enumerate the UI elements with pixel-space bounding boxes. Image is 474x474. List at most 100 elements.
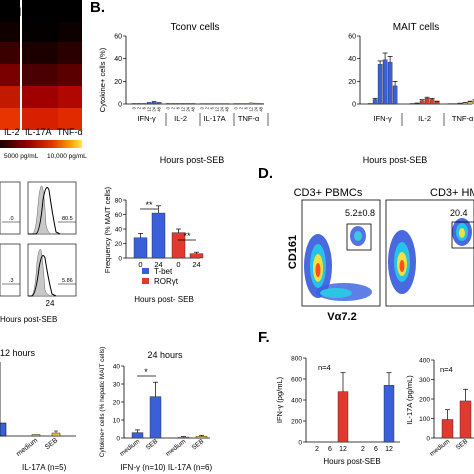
tconv-group-label: IL-2 (174, 114, 187, 123)
freq-x-tick-label: 0 (176, 260, 180, 269)
flow-density-left (304, 226, 372, 301)
ifn-bar (337, 391, 349, 443)
tconv-bar (214, 103, 220, 105)
flow-xlabel: Vα7.2 (327, 311, 356, 323)
hist-box-bl (0, 243, 21, 297)
e24-y-tick-label: 0 (116, 436, 120, 443)
tconv-time-label: 6 (142, 106, 147, 109)
freq-sig-mark: ** (183, 231, 191, 241)
il17-y-tick-label: 0 (426, 436, 430, 443)
e24-y-tick-label: 40 (113, 364, 121, 371)
colorbar-label-5000: 5000 pg/mL (4, 153, 39, 160)
tconv-time-label: 48 (191, 106, 196, 111)
tconv-y-tick-label: 60 (114, 34, 122, 41)
tconv-time-label: 6 (210, 106, 215, 109)
hist-value-bl: .3 (9, 278, 14, 284)
freq-bar (189, 253, 204, 259)
panel-b: B. Cytokine+ cells (%) Tconv cells020406… (90, 0, 474, 165)
ifn-y-tick-label: 800 (291, 356, 302, 363)
tconv-bar (190, 103, 196, 105)
heatmap-cell (58, 64, 82, 86)
e24-y-tick-label: 10 (113, 418, 121, 425)
histogram-panels: 80.5 5.86 .0 .3 24 Hours post-SEB (0, 181, 77, 324)
il17-y-tick-label: 300 (419, 377, 430, 384)
tconv-time-label: 48 (225, 106, 230, 111)
heatmap-cell (22, 108, 58, 130)
tconv-bar (141, 103, 147, 105)
heatmap-col-label-il2: IL-2 (4, 127, 20, 137)
e-left-tick-seb: SEB (44, 437, 60, 451)
chart-ifn: 0 200 400 600 800 IFN-γ (pg/mL) n=4 2 6 12 2 6 12 Hou… (275, 356, 400, 466)
panel-b-letter: B. (90, 0, 105, 16)
ifn-x-tick-label: 2 (361, 446, 365, 453)
heatmap-cell (0, 86, 20, 108)
e24-bar (149, 396, 162, 439)
mait-bar (382, 59, 388, 105)
mait-group-label: TNF-α (452, 114, 474, 123)
heatmap-cell (22, 64, 58, 86)
freq-xlabel: Hours post- SEB (134, 295, 194, 304)
tconv-time-label: 12 (249, 106, 254, 111)
e-left-bar-seb (51, 432, 61, 437)
mait-bar (367, 103, 373, 105)
heatmap-col-label-il17a: IL-17A (25, 127, 52, 137)
freq-x-tick-label: 24 (192, 260, 200, 269)
tconv-time-label: 12 (215, 106, 220, 111)
mait-bar (377, 64, 383, 105)
tconv-bar (165, 103, 171, 105)
e24-bar (195, 436, 208, 439)
il17-bar (441, 419, 454, 439)
mait-bar (392, 85, 398, 105)
tconv-bar (170, 103, 176, 105)
mait-bar (447, 103, 453, 105)
chart-mait: MAIT cells 0 20 40 60 IFN-γ IL-2 TNF-α (348, 22, 474, 126)
panel-e: 12 hours medium SEB IL-17A (n=5) 24 hour… (0, 347, 212, 472)
ifn-x-tick-label: 2 (315, 446, 319, 453)
flow-gate-right-value: 20.4 (450, 208, 468, 218)
mait-bar (467, 101, 473, 105)
il17-ylabel: IL-17A (pg/mL) (405, 375, 414, 425)
il17-n-annotation: n=4 (440, 365, 453, 374)
tconv-time-label: 48 (259, 106, 264, 111)
freq-sig-mark: ** (145, 200, 153, 210)
mait-bar (372, 99, 378, 105)
freq-legend-label: RORγt (154, 277, 179, 286)
ifn-x-tick-label: 12 (385, 446, 393, 453)
heatmap-cell (22, 22, 58, 44)
tconv-y-tick-label: 40 (114, 56, 122, 63)
ifn-x-tick-label: 12 (339, 446, 347, 453)
tconv-bar (204, 103, 210, 105)
panel-b-xlabel-left: Hours post-SEB (160, 155, 225, 165)
e24-x-tick-label: SEB (145, 438, 160, 452)
e24-bar (131, 432, 144, 439)
il17-bar (459, 400, 472, 439)
e-left-bar-cut (0, 422, 7, 437)
e24-x-tick-label: medium (119, 438, 142, 458)
mait-bar (419, 100, 425, 105)
e24-group-label: IL-17A (n=6) (168, 463, 213, 472)
mait-y-tick-label: 20 (348, 79, 356, 86)
tconv-bar (253, 102, 259, 105)
tconv-bar (175, 103, 181, 105)
il17-y-tick-label: 100 (419, 416, 430, 423)
freq-bar (133, 237, 148, 259)
mait-y-tick-label: 40 (348, 56, 356, 63)
hist-line-br (28, 255, 57, 297)
tconv-time-label: 6 (244, 106, 249, 109)
panel-e-left-title: 12 hours (0, 348, 36, 358)
tconv-time-label: 0 (166, 106, 171, 109)
heatmap-cell (0, 42, 20, 64)
mait-bar (452, 103, 458, 105)
ifn-x-tick-label: 6 (374, 446, 378, 453)
panel-a: ulk PBMCs IL-2 IL-17A TNF-α 5000 pg/mL 1… (0, 0, 87, 160)
hist-line-tr (28, 187, 61, 235)
tconv-y-tick-label: 20 (114, 79, 122, 86)
e24-ylabel: Cytokine+ cells (% hepatic MAIT cells) (99, 347, 106, 458)
freq-y-tick-label: 80 (115, 198, 123, 205)
freq-legend-swatch (142, 278, 149, 284)
tconv-time-label: 24 (152, 106, 157, 111)
panel-f: F. 0 200 400 600 800 IFN-γ (pg/mL) n=4 2 6 12 2 6 12… (258, 329, 474, 466)
il17-x-tick-label: SEB (455, 438, 470, 452)
ifn-bar (383, 385, 395, 443)
tconv-bar (146, 102, 152, 105)
